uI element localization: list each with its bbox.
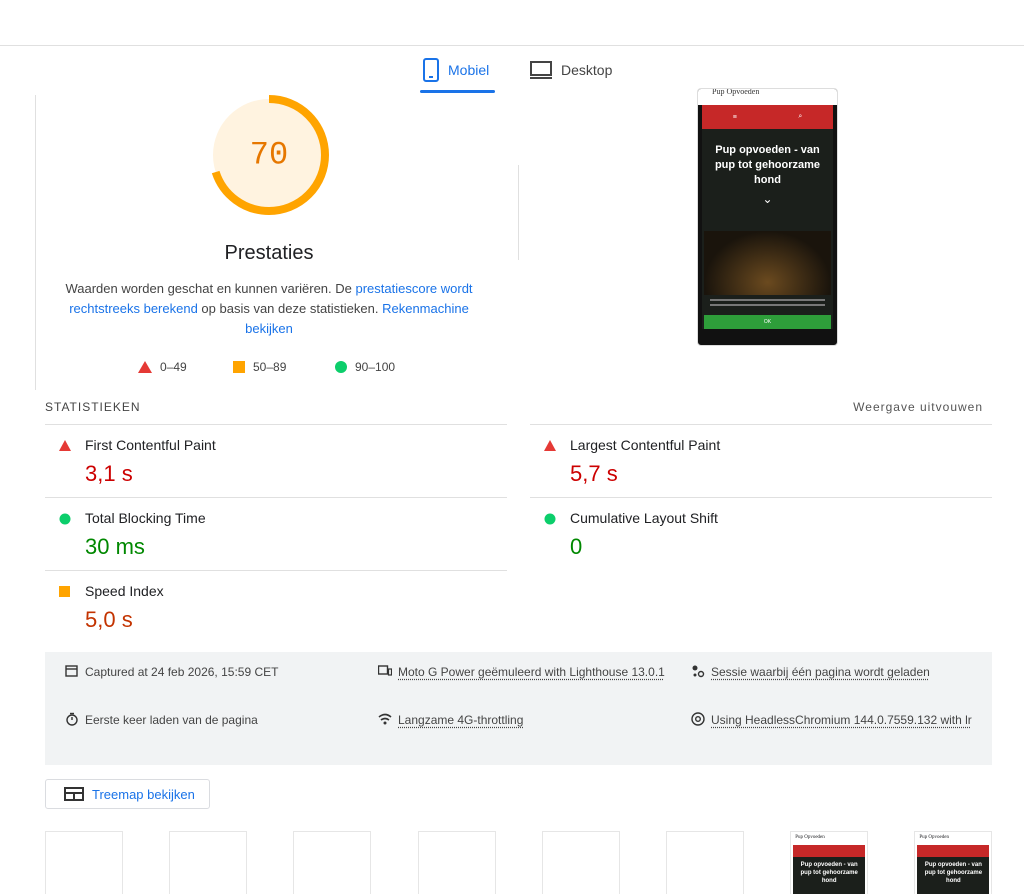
gauge-bg xyxy=(213,99,325,211)
tab-indicator xyxy=(420,90,495,93)
info-text: Eerste keer laden van de pagina xyxy=(85,713,258,727)
filmstrip-frame xyxy=(666,831,744,894)
info-icon xyxy=(65,662,79,677)
phone-icon xyxy=(423,58,439,82)
metric-name: First Contentful Paint xyxy=(85,437,216,453)
info-icon xyxy=(377,662,393,676)
treemap-button[interactable]: Treemap bekijken xyxy=(45,779,210,809)
cookie-line xyxy=(710,299,825,301)
legend-label: 50–89 xyxy=(253,360,287,374)
filmstrip-frame: Pup Opvoeden Pup opvoeden - van pup tot g… xyxy=(790,831,869,894)
filmstrip-frame: Pup Opvoeden Pup opvoeden - van pup tot g… xyxy=(914,831,993,894)
chevron: ⌄ xyxy=(762,192,773,206)
info-icon xyxy=(691,710,705,726)
legend-pass: 90–100 xyxy=(335,360,395,374)
tab-label: Mobiel xyxy=(448,62,490,78)
metric-divider xyxy=(530,497,992,498)
divider xyxy=(518,165,519,260)
treemap-icon xyxy=(64,787,84,801)
rating-icon xyxy=(59,439,71,451)
info-text: Sessie waarbij één pagina wordt geladen xyxy=(711,665,930,679)
gauge-arc xyxy=(209,95,329,215)
circle-icon xyxy=(335,361,347,373)
info-item: Langzame 4G-throttling xyxy=(378,708,668,732)
metric-name: Cumulative Layout Shift xyxy=(570,510,718,526)
filmstrip-frame xyxy=(293,831,372,894)
tab-desktop[interactable]: Desktop xyxy=(529,58,612,82)
score-number: 70 xyxy=(250,137,288,174)
info-text: Captured at 24 feb 2026, 15:59 CET xyxy=(85,665,279,679)
rating-icon xyxy=(59,512,71,525)
thumb-nav xyxy=(917,845,990,857)
ok-button: OK xyxy=(704,315,831,329)
legend-average: 50–89 xyxy=(233,360,286,374)
metric-value: 5,7 s xyxy=(570,461,618,486)
expand-toggle[interactable]: Weergave uitvouwen xyxy=(853,400,983,414)
info-item: Captured at 24 feb 2026, 15:59 CET xyxy=(65,660,355,684)
metric-name: Largest Contentful Paint xyxy=(570,437,721,453)
desc-link[interactable]: prestatiescore wordt rechtstreeks bereke… xyxy=(69,281,473,316)
metric-name: Speed Index xyxy=(85,583,164,599)
info-text: Using HeadlessChromium 144.0.7559.132 wi… xyxy=(711,713,972,727)
metric-value: 3,1 s xyxy=(85,461,133,486)
page-screenshot: Pup Opvoeden ≡ ⌕ Pup opvoeden - van pup t… xyxy=(697,88,838,346)
info-text: Moto G Power geëmuleerd with Lighthouse … xyxy=(398,665,665,679)
metric-divider xyxy=(45,424,507,425)
legend-label: 0–49 xyxy=(160,360,187,374)
desktop-icon xyxy=(530,61,552,79)
metric-value: 5,0 s xyxy=(85,607,133,632)
info-icon xyxy=(65,710,79,726)
button-label: Treemap bekijken xyxy=(92,786,195,802)
desc-link[interactable]: Rekenmachine bekijken xyxy=(245,301,469,336)
info-text: Langzame 4G-throttling xyxy=(398,713,524,727)
rating-icon xyxy=(544,512,556,525)
rating-icon xyxy=(544,439,556,451)
filmstrip-frame xyxy=(541,831,620,894)
metric-divider xyxy=(530,424,992,425)
tab-label: Desktop xyxy=(561,62,613,78)
desc-text: op basis van deze statistieken. xyxy=(197,301,383,316)
cookie-line xyxy=(710,304,825,306)
metric-divider xyxy=(45,570,507,571)
hero-image xyxy=(704,231,831,295)
filmstrip-frame xyxy=(417,831,496,894)
desc-text: Waarden worden geschat en kunnen variëre… xyxy=(65,281,356,296)
panel-border xyxy=(35,95,36,390)
info-item: Moto G Power geëmuleerd with Lighthouse … xyxy=(377,660,668,684)
info-item: Using HeadlessChromium 144.0.7559.132 wi… xyxy=(691,708,981,732)
thumb-nav xyxy=(793,845,866,857)
filmstrip-frame xyxy=(45,831,123,894)
metric-value: 30 ms xyxy=(85,534,145,559)
score-gauge: 70 xyxy=(209,95,329,215)
metric-divider xyxy=(45,497,507,498)
thumb-heading: Pup opvoeden - van pup tot gehoorzame ho… xyxy=(917,857,990,894)
filmstrip-frame xyxy=(169,831,248,894)
thumb-site-name: Pup Opvoeden xyxy=(919,835,949,840)
info-item: Eerste keer laden van de pagina xyxy=(65,708,355,732)
square-icon xyxy=(233,361,245,373)
score-label: Prestaties xyxy=(224,242,314,264)
thumb-heading: Pup opvoeden - van pup tot gehoorzame ho… xyxy=(793,857,866,894)
metric-value: 0 xyxy=(570,534,583,559)
hero: Pup opvoeden - van pup tot gehoorzame ho… xyxy=(702,129,833,329)
info-icon xyxy=(691,662,705,678)
info-item: Sessie waarbij één pagina wordt geladen xyxy=(691,660,981,684)
info-icon xyxy=(378,710,392,725)
hero-heading: Pup opvoeden - van pup tot gehoorzame ho… xyxy=(714,144,821,186)
rating-icon xyxy=(59,585,71,597)
metric-name: Total Blocking Time xyxy=(85,510,206,526)
legend-label: 90–100 xyxy=(355,360,396,374)
metrics-header: STATISTIEKEN xyxy=(45,400,141,414)
tab-mobile[interactable]: Mobiel xyxy=(422,58,489,82)
site-name: Pup Opvoeden xyxy=(698,89,837,105)
nav-bar: ≡ ⌕ xyxy=(702,105,833,129)
thumb-site-name: Pup Opvoeden xyxy=(795,835,825,840)
triangle-icon xyxy=(138,361,152,373)
legend-fail: 0–49 xyxy=(138,360,187,374)
top-divider xyxy=(0,45,1024,46)
info-box xyxy=(45,652,992,765)
description: Waarden worden geschat en kunnen variëre… xyxy=(64,279,474,339)
